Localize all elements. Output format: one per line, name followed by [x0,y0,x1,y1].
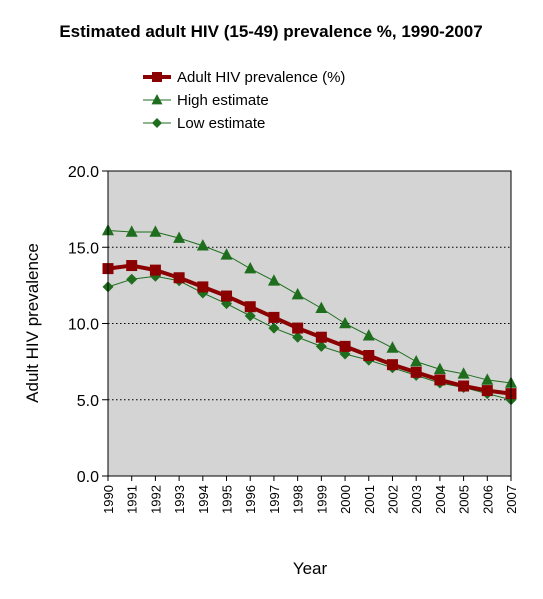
data-point-prevalence [126,260,138,272]
x-tick-label: 2007 [504,485,519,514]
data-point-high-estimate [481,373,494,385]
x-axis-label: Year [293,559,328,578]
legend-item-low-estimate: Low estimate [143,115,265,132]
data-point-prevalence [292,322,304,334]
data-point-prevalence [363,350,375,362]
y-axis: 0.0 5.0 10.0 15.0 20.0 [68,164,108,486]
data-point-low-estimate [126,273,138,285]
x-tick-label: 2004 [433,485,448,514]
x-tick-label: 1993 [172,485,187,514]
data-point-high-estimate [173,231,186,243]
x-tick-label: 1992 [148,485,163,514]
series-line-high-estimate [107,229,512,384]
data-point-prevalence [315,331,327,343]
data-point-prevalence [244,301,256,313]
data-point-prevalence [434,374,446,386]
data-point-high-estimate [315,301,328,314]
x-tick-label: 2006 [480,485,495,514]
data-point-high-estimate [244,262,257,274]
y-tick-label: 15.0 [68,240,99,257]
y-tick-label: 10.0 [68,317,99,334]
data-point-high-estimate [362,329,375,341]
legend-item-prevalence: Adult HIV prevalence (%) [143,69,345,86]
legend-item-high-estimate: High estimate [143,92,269,109]
data-point-high-estimate [291,287,304,300]
data-point-high-estimate [433,362,446,375]
x-tick-label: 1995 [220,485,235,514]
data-point-prevalence [268,311,280,323]
data-point-prevalence [458,380,470,392]
y-tick-label: 0.0 [77,469,99,486]
legend: Adult HIV prevalence (%) High estimate Low… [143,69,345,132]
legend-label: Low estimate [177,115,265,132]
x-tick-label: 1991 [125,485,140,514]
data-point-prevalence [221,290,233,302]
x-axis: 1990 1991 1992 1993 1994 1995 1996 1997 1998 1999… [101,476,519,514]
x-tick-label: 1994 [196,485,211,514]
x-tick-label: 2005 [457,485,472,514]
x-tick-label: 1999 [314,485,329,514]
series-layer [102,223,517,406]
legend-marker-prevalence [152,72,162,82]
data-point-low-estimate [244,310,256,322]
data-point-high-estimate [410,355,423,367]
data-point-prevalence [149,264,161,276]
data-point-low-estimate [292,331,304,343]
data-point-high-estimate [457,367,470,379]
data-point-high-estimate [386,341,399,353]
legend-marker-high-estimate [151,93,163,105]
data-point-low-estimate [268,322,280,334]
y-tick-label: 5.0 [77,393,99,410]
data-point-prevalence [410,366,422,378]
data-point-high-estimate [220,248,233,260]
x-tick-label: 2000 [338,485,353,514]
data-point-high-estimate [149,225,162,237]
x-tick-label: 1990 [101,485,116,514]
data-point-prevalence [173,272,185,284]
x-tick-label: 2003 [409,485,424,514]
y-tick-label: 20.0 [68,164,99,181]
x-tick-label: 1998 [291,485,306,514]
data-point-low-estimate [315,340,327,352]
x-tick-label: 1996 [243,485,258,514]
series-high-estimate [102,223,517,388]
y-axis-label: Adult HIV prevalence [23,243,42,403]
legend-label: Adult HIV prevalence (%) [177,69,345,86]
data-point-high-estimate [196,239,209,251]
x-tick-label: 1997 [267,485,282,514]
x-tick-label: 2001 [362,485,377,514]
chart-title: Estimated adult HIV (15-49) prevalence %… [59,22,482,41]
legend-label: High estimate [177,92,269,109]
data-point-high-estimate [267,274,280,286]
x-tick-label: 2002 [385,485,400,514]
data-point-prevalence [339,340,351,352]
data-point-high-estimate [339,316,352,329]
data-point-prevalence [481,385,493,397]
data-point-prevalence [197,281,209,293]
data-point-high-estimate [125,225,138,237]
data-point-prevalence [386,359,398,371]
legend-marker-low-estimate [152,118,162,128]
